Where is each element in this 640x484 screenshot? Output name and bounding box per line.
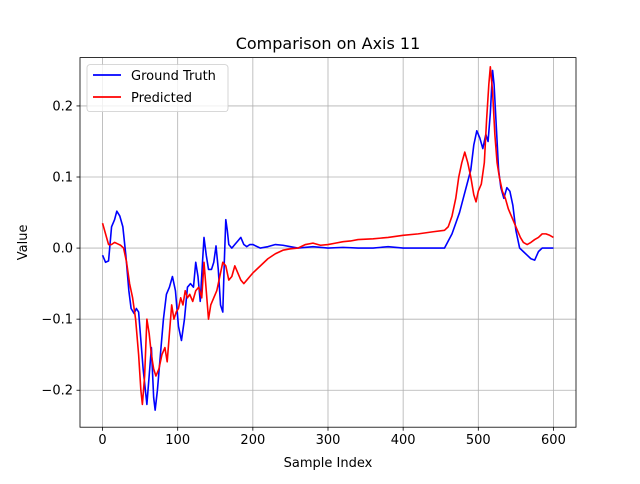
y-tick-label: 0.2 (52, 99, 73, 114)
legend-label-ground-truth: Ground Truth (131, 69, 216, 84)
legend-box (86, 64, 229, 112)
series-line-ground-truth (101, 69, 554, 411)
x-tick-label: 300 (316, 433, 341, 448)
y-tick-label: −0.2 (41, 384, 73, 399)
grid-lines (80, 57, 576, 428)
x-tick-label: 0 (98, 433, 106, 448)
y-tick-label: −0.1 (41, 313, 73, 328)
y-axis-ticks: −0.2 −0.1 0.0 0.1 0.2 (41, 99, 80, 399)
chart-title: Comparison on Axis 11 (236, 34, 421, 53)
x-tick-label: 500 (466, 433, 491, 448)
y-tick-label: 0.0 (52, 242, 73, 257)
series-line-predicted (101, 66, 554, 406)
x-axis-ticks: 0 100 200 300 400 500 600 (98, 427, 566, 448)
legend: Ground Truth Predicted (86, 64, 229, 112)
x-tick-label: 600 (541, 433, 566, 448)
x-tick-label: 200 (240, 433, 265, 448)
legend-label-predicted: Predicted (131, 91, 192, 106)
x-axis-label: Sample Index (284, 456, 373, 471)
x-tick-label: 400 (391, 433, 416, 448)
x-tick-label: 100 (165, 433, 190, 448)
series-layer (101, 66, 554, 411)
y-axis-label: Value (16, 225, 31, 261)
y-tick-label: 0.1 (52, 171, 73, 186)
